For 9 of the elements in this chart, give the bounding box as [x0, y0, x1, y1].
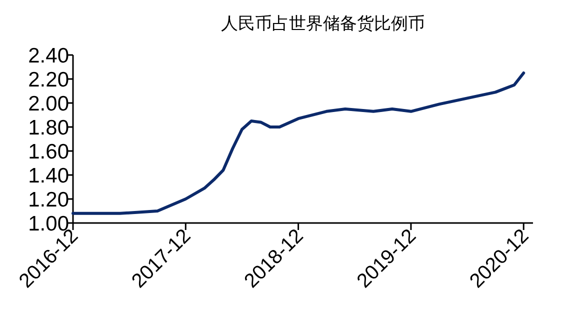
y-tick-label: 2.40	[28, 44, 69, 68]
y-tick-label: 1.40	[28, 164, 69, 188]
line-series	[72, 72, 526, 215]
y-tick-label: 2.20	[28, 68, 69, 92]
y-tick-label: 1.60	[28, 140, 69, 164]
y-tick-label: 1.80	[28, 116, 69, 140]
y-tick-label: 1.20	[28, 188, 69, 212]
y-tick-label: 2.00	[28, 92, 69, 116]
chart-title: 人民币占世界储备货比例币	[221, 14, 425, 33]
